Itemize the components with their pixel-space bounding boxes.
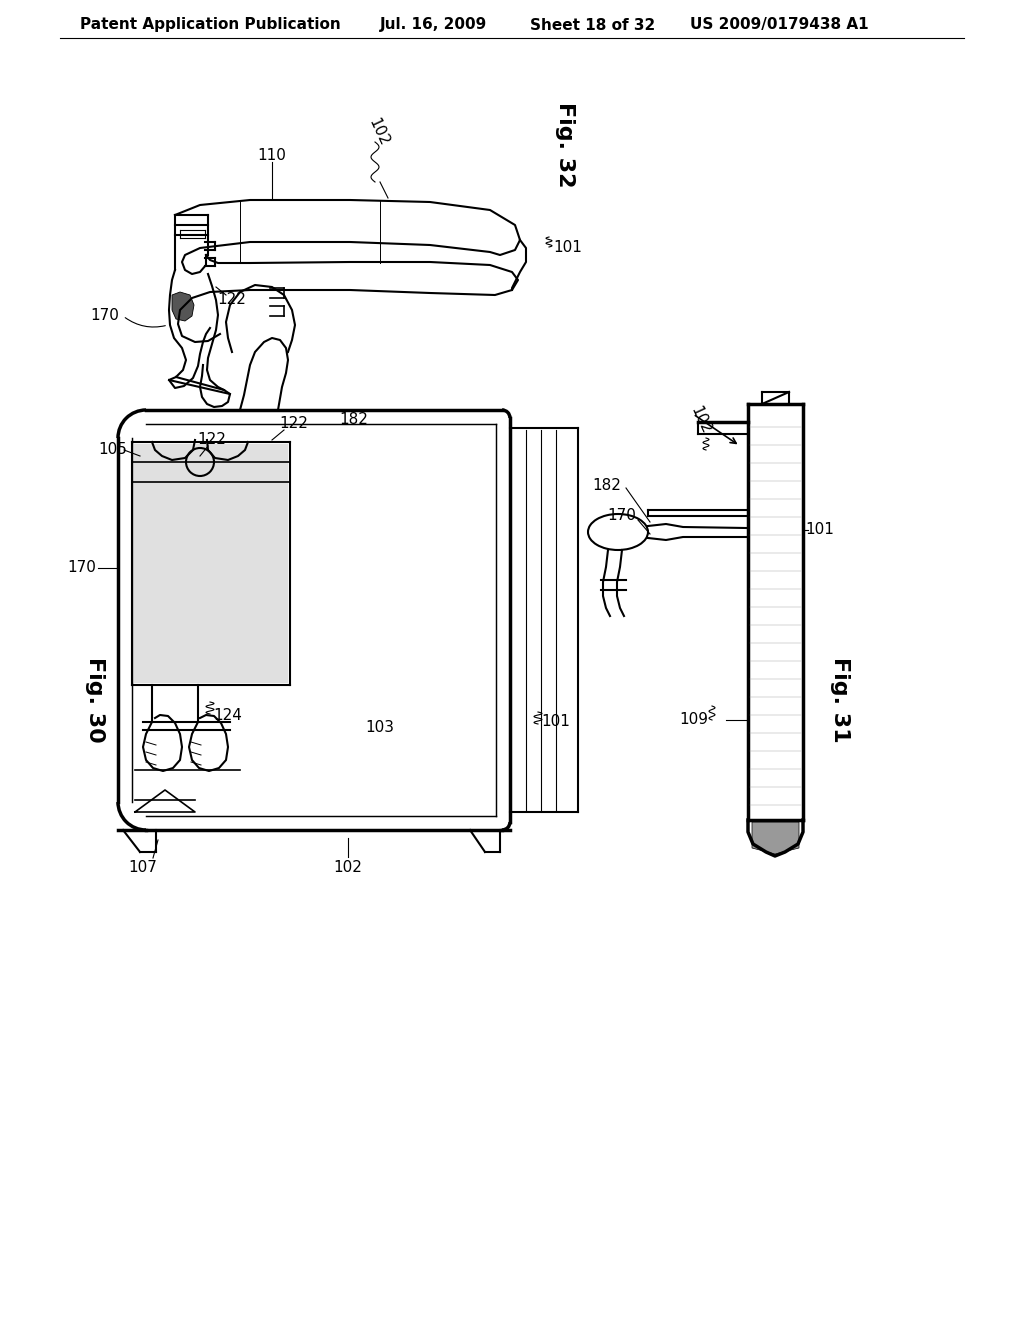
Text: 170: 170 <box>607 508 637 524</box>
Text: 110: 110 <box>258 148 287 162</box>
Text: 182: 182 <box>340 412 369 428</box>
Text: 102: 102 <box>687 404 713 436</box>
Polygon shape <box>134 444 288 682</box>
Text: 122: 122 <box>217 293 247 308</box>
Text: 182: 182 <box>593 478 622 492</box>
Text: Patent Application Publication: Patent Application Publication <box>80 17 341 33</box>
Text: 124: 124 <box>214 708 243 722</box>
Text: 170: 170 <box>68 561 96 576</box>
Text: 101: 101 <box>554 239 583 255</box>
Text: US 2009/0179438 A1: US 2009/0179438 A1 <box>690 17 868 33</box>
Text: 105: 105 <box>98 442 127 458</box>
Text: 122: 122 <box>198 433 226 447</box>
Text: Fig. 30: Fig. 30 <box>85 657 105 743</box>
Text: Sheet 18 of 32: Sheet 18 of 32 <box>530 17 655 33</box>
Polygon shape <box>172 292 194 321</box>
Text: 107: 107 <box>129 859 158 874</box>
Text: 170: 170 <box>90 308 120 322</box>
Text: 102: 102 <box>334 859 362 874</box>
Text: Fig. 32: Fig. 32 <box>555 102 575 187</box>
Text: 101: 101 <box>542 714 570 730</box>
Text: Jul. 16, 2009: Jul. 16, 2009 <box>380 17 487 33</box>
Text: 103: 103 <box>366 721 394 735</box>
Text: 109: 109 <box>680 713 709 727</box>
Text: Fig. 31: Fig. 31 <box>830 657 850 743</box>
Polygon shape <box>752 822 799 854</box>
Text: 101: 101 <box>806 523 835 537</box>
Text: 122: 122 <box>280 417 308 432</box>
Text: 102: 102 <box>366 116 391 148</box>
